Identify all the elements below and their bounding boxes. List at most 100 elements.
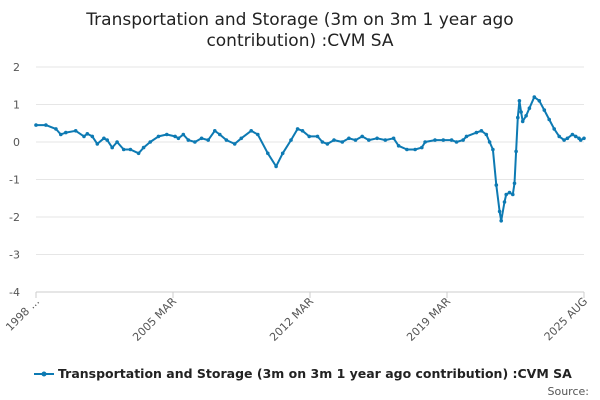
data-point: [449, 138, 454, 142]
data-point: [570, 132, 575, 137]
data-point: [255, 132, 260, 137]
data-point: [413, 147, 417, 152]
data-point: [95, 142, 100, 146]
data-point: [504, 192, 509, 197]
data-point: [507, 190, 512, 195]
y-tick-label: -2: [9, 211, 20, 224]
data-point: [552, 127, 556, 131]
data-point: [213, 129, 217, 133]
data-point: [54, 127, 58, 131]
y-tick-label: -3: [9, 249, 20, 262]
data-point: [520, 119, 525, 124]
x-tick-label: 2025 AUG: [542, 295, 591, 344]
data-point: [516, 115, 520, 120]
data-point: [512, 181, 517, 186]
series-layer: [34, 95, 586, 223]
y-tick-label: -4: [9, 286, 20, 299]
legend-label: Transportation and Storage (3m on 3m 1 y…: [58, 366, 572, 381]
data-point: [532, 95, 537, 99]
data-point: [141, 145, 146, 150]
data-point: [547, 117, 551, 122]
data-point: [375, 136, 379, 141]
data-point: [511, 192, 515, 197]
data-point: [494, 183, 499, 187]
data-point: [347, 136, 351, 141]
data-point: [487, 140, 492, 144]
data-point: [514, 149, 518, 154]
data-point: [527, 106, 532, 110]
legend: Transportation and Storage (3m on 3m 1 y…: [34, 366, 572, 381]
data-point: [295, 127, 300, 131]
data-point: [557, 134, 561, 139]
data-point: [396, 144, 401, 148]
data-point: [239, 136, 244, 141]
data-point: [232, 142, 237, 146]
series-line: [36, 96, 585, 222]
data-point: [274, 164, 278, 169]
data-point: [332, 138, 336, 142]
data-point: [176, 136, 181, 141]
data-point: [218, 132, 222, 137]
data-point: [537, 99, 542, 103]
x-tick-label: 2005 MAR: [130, 295, 179, 344]
data-point: [565, 136, 570, 141]
data-point: [497, 209, 502, 214]
data-point: [325, 142, 330, 146]
data-point: [206, 138, 210, 142]
y-tick-label: 1: [13, 99, 20, 112]
data-point: [90, 134, 95, 139]
data-point: [502, 200, 507, 204]
data-point: [186, 138, 191, 142]
data-point: [85, 132, 90, 136]
data-point: [224, 138, 229, 142]
data-point: [519, 110, 523, 114]
data-point: [391, 136, 396, 141]
data-point: [105, 138, 109, 142]
x-tick-label: 2012 MAR: [267, 295, 316, 344]
data-point: [517, 99, 522, 103]
data-point: [461, 138, 465, 142]
data-point: [499, 219, 504, 223]
data-point: [573, 134, 578, 139]
legend-point-marker: [41, 371, 47, 377]
data-point: [34, 123, 38, 127]
data-point: [193, 140, 197, 144]
data-point: [474, 130, 479, 135]
data-point: [353, 138, 358, 142]
data-point: [578, 138, 583, 142]
data-point: [136, 151, 141, 156]
x-tick-label: 1998 ...: [3, 295, 42, 334]
chart-title-line-2: contribution) :CVM SA: [206, 31, 393, 51]
data-point: [73, 129, 78, 133]
y-axis-ticks: 2 1 0 -1 -2 -3 -4: [9, 61, 20, 299]
data-point: [181, 132, 186, 137]
data-point: [464, 134, 469, 139]
data-point: [64, 130, 68, 135]
data-point: [423, 140, 427, 144]
source-label: Source:: [548, 385, 590, 398]
data-point: [266, 151, 270, 156]
data-point: [479, 129, 484, 133]
data-point: [484, 132, 489, 137]
y-tick-label: 0: [13, 136, 20, 149]
data-point: [59, 132, 63, 137]
data-point: [165, 132, 169, 137]
data-point: [454, 140, 459, 144]
x-tick-label: 2019 MAR: [404, 295, 453, 344]
data-point: [582, 136, 586, 141]
data-point: [562, 138, 566, 142]
data-point: [82, 134, 86, 139]
data-point: [383, 138, 388, 142]
data-point: [249, 129, 253, 133]
data-point: [300, 129, 305, 133]
data-point: [110, 145, 114, 150]
data-point: [115, 140, 119, 144]
data-point: [156, 134, 161, 139]
data-point: [280, 151, 285, 156]
data-point: [433, 138, 437, 142]
data-point: [360, 134, 365, 139]
data-point: [315, 134, 320, 139]
data-point: [44, 123, 48, 127]
data-point: [289, 138, 293, 142]
